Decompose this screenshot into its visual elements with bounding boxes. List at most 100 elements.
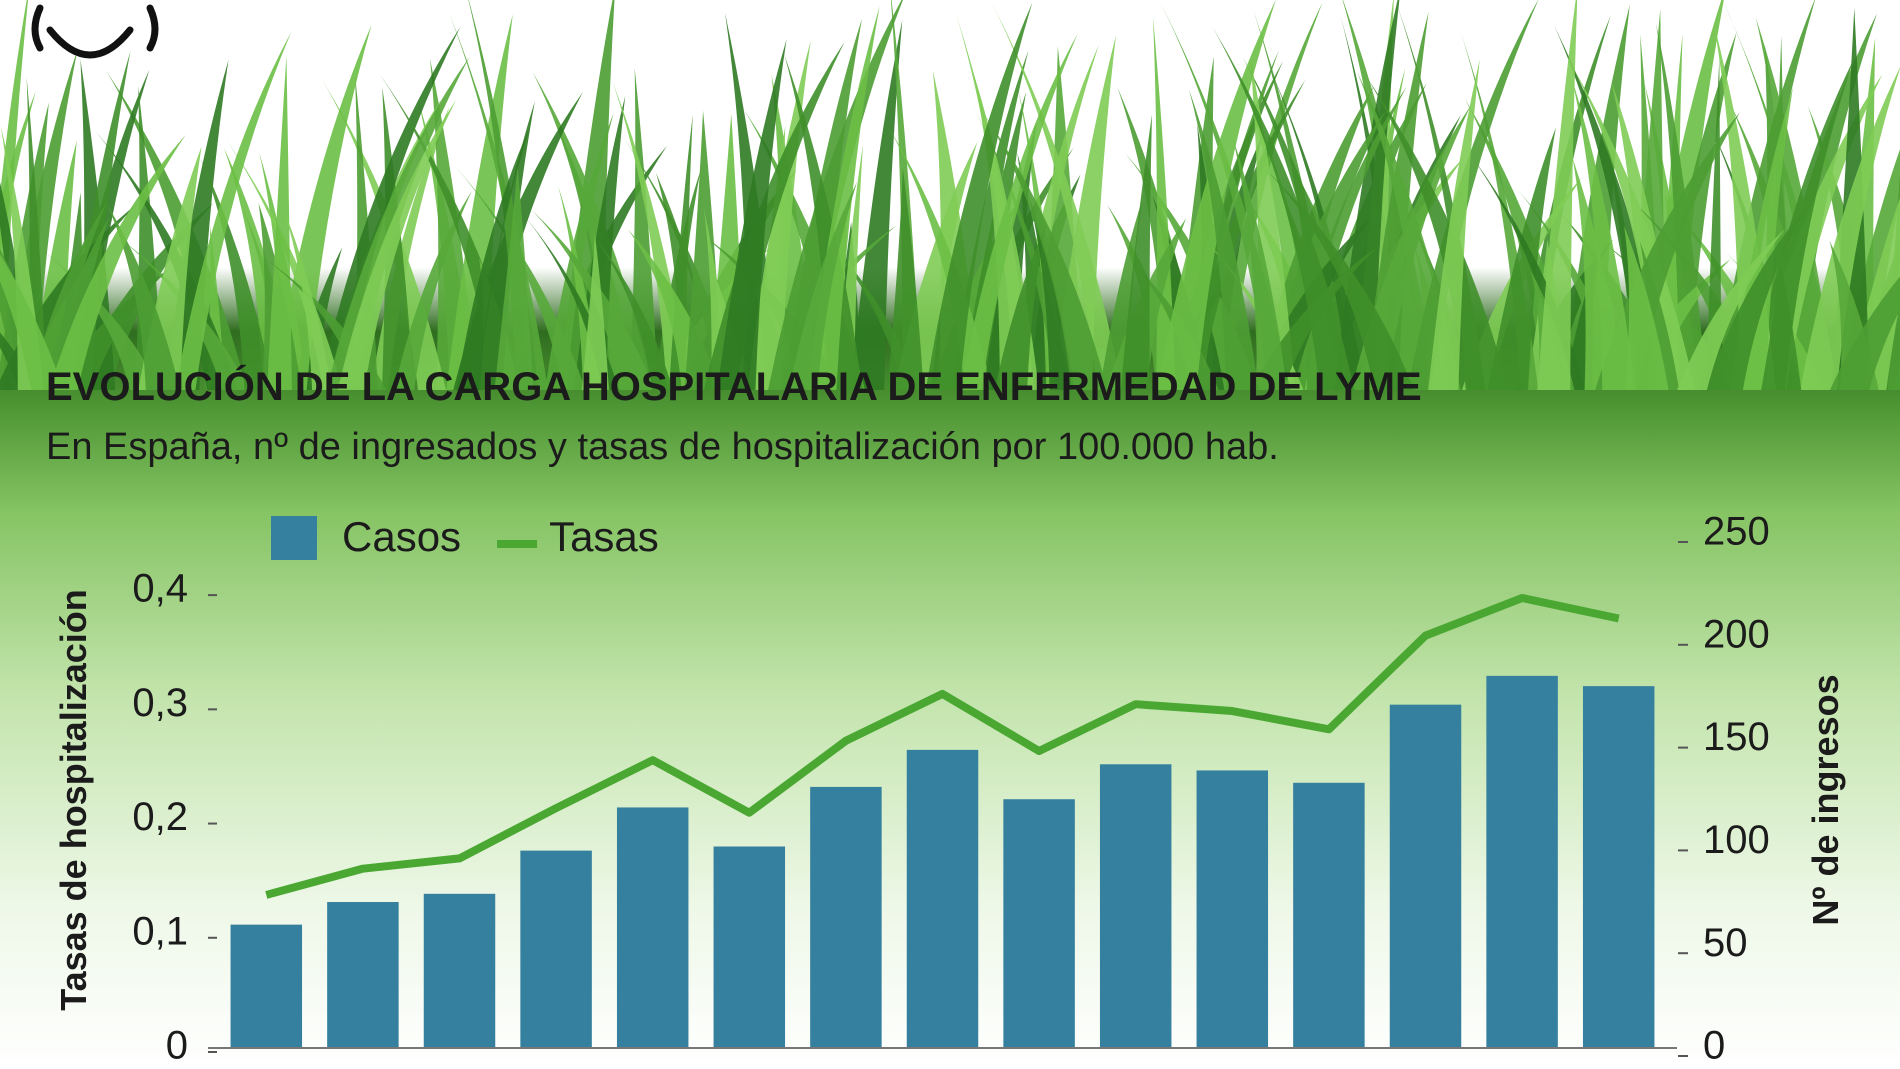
grass-blade bbox=[494, 166, 534, 390]
grass-blade bbox=[544, 112, 614, 390]
chart-subtitle: En España, nº de ingresados y tasas de h… bbox=[46, 426, 1279, 468]
bar bbox=[230, 924, 303, 1048]
grass bbox=[0, 0, 1900, 391]
grass-blade bbox=[1351, 105, 1471, 390]
bar bbox=[713, 846, 786, 1048]
grass-blade bbox=[105, 201, 180, 390]
bar bbox=[1582, 686, 1655, 1048]
grass-blade bbox=[45, 253, 161, 390]
grass-blade bbox=[1099, 199, 1143, 390]
grass-blade bbox=[1367, 78, 1509, 391]
grass-blade bbox=[337, 99, 457, 391]
y2-tick-label: 150 bbox=[1703, 715, 1770, 759]
grass-blade bbox=[984, 113, 1108, 390]
grass-blade bbox=[1572, 66, 1696, 390]
grass-blade bbox=[28, 202, 107, 390]
grass-blade bbox=[717, 39, 787, 390]
grass-blade bbox=[747, 40, 811, 390]
grass-blade bbox=[1188, 89, 1259, 390]
grass-blade bbox=[850, 19, 903, 390]
grass-blade bbox=[321, 78, 447, 391]
grass-blade bbox=[1755, 17, 1836, 390]
y2-tick-label: 50 bbox=[1703, 921, 1748, 965]
grass-blade bbox=[1212, 26, 1355, 391]
bar bbox=[810, 786, 882, 1048]
grass-blade bbox=[200, 158, 274, 390]
grass-blade bbox=[272, 24, 372, 391]
y-tick-label: 0,1 bbox=[132, 909, 188, 953]
plot-area: 0 0,1 0,2 0,3 0,4 0 50 100 150 200 250 Casos Tasas bbox=[132, 510, 1769, 1068]
y2-tick-label: 100 bbox=[1703, 818, 1770, 862]
grass-blade bbox=[1677, 229, 1785, 390]
grass-blade bbox=[1725, 252, 1825, 390]
y2-axis-title: Nº de ingresos bbox=[1805, 674, 1846, 925]
y-tick-label: 0,2 bbox=[132, 795, 188, 839]
grass-blade bbox=[925, 2, 1033, 391]
grass-blade bbox=[117, 236, 250, 390]
grass-blade bbox=[49, 134, 186, 390]
grass-blade bbox=[1176, 211, 1304, 390]
grass-blade bbox=[994, 224, 1047, 390]
grass-blade bbox=[1624, 225, 1669, 390]
grass-blade bbox=[456, 125, 531, 391]
bar bbox=[327, 902, 399, 1048]
bar bbox=[1196, 770, 1269, 1048]
grass-blade bbox=[1120, 114, 1152, 390]
bar bbox=[1003, 799, 1075, 1048]
grass-blade bbox=[960, 33, 1078, 390]
grass-blade bbox=[446, 14, 513, 390]
bar bbox=[520, 850, 592, 1048]
grass-blade bbox=[1487, 127, 1556, 390]
legend-label: Casos bbox=[342, 513, 461, 560]
bar bbox=[1389, 704, 1462, 1048]
grass-blade bbox=[794, 204, 922, 390]
grass-blade bbox=[1705, 205, 1808, 390]
legend-label: Tasas bbox=[549, 513, 659, 560]
grass-blade bbox=[267, 55, 292, 390]
grass-blade bbox=[1571, 77, 1636, 390]
grass-blade bbox=[887, 167, 924, 390]
bar bbox=[1293, 782, 1365, 1048]
grass-blade bbox=[955, 12, 1035, 391]
y-tick-label: 0,3 bbox=[132, 681, 188, 725]
y2-tick-label: 250 bbox=[1703, 510, 1770, 554]
y-tick-label: 0 bbox=[166, 1024, 188, 1068]
grass-blade bbox=[1830, 276, 1900, 390]
y2-tick-label: 0 bbox=[1703, 1024, 1725, 1068]
grass-blade bbox=[175, 31, 292, 391]
grass-blade bbox=[446, 156, 586, 390]
grass-blade bbox=[532, 71, 653, 390]
bar bbox=[906, 749, 979, 1048]
grass-blade bbox=[1428, 59, 1480, 390]
grass-blade bbox=[968, 97, 1072, 390]
grass-blade bbox=[1257, 40, 1366, 391]
legend-swatch bbox=[271, 516, 317, 560]
y-tick-label: 0,4 bbox=[132, 567, 188, 611]
bar bbox=[616, 807, 689, 1048]
grass-blade bbox=[594, 236, 674, 390]
chart-title: EVOLUCIÓN DE LA CARGA HOSPITALARIA DE EN… bbox=[46, 363, 1422, 409]
grass-blade bbox=[768, 0, 903, 390]
bar bbox=[1486, 675, 1558, 1048]
y2-tick-label: 200 bbox=[1703, 612, 1770, 656]
grass-blade bbox=[581, 233, 609, 390]
grass-blade bbox=[394, 191, 472, 390]
grass-blade bbox=[0, 254, 64, 390]
grass-blade bbox=[1537, 0, 1578, 390]
grass-blade bbox=[1761, 262, 1802, 390]
grass-blade bbox=[282, 206, 332, 390]
grass-blade bbox=[784, 54, 863, 391]
grass-blade bbox=[475, 101, 535, 390]
line bbox=[265, 593, 1620, 899]
bar bbox=[1099, 764, 1172, 1048]
grass-blade bbox=[1182, 79, 1306, 390]
grass-blade bbox=[1027, 192, 1075, 390]
grass-blade bbox=[788, 182, 857, 390]
grass-blade bbox=[1232, 137, 1288, 390]
y-axis-title: Tasas de hospitalización bbox=[53, 589, 94, 1010]
logo bbox=[31, 4, 159, 59]
bar bbox=[423, 893, 496, 1048]
grass-blade bbox=[1800, 67, 1900, 390]
